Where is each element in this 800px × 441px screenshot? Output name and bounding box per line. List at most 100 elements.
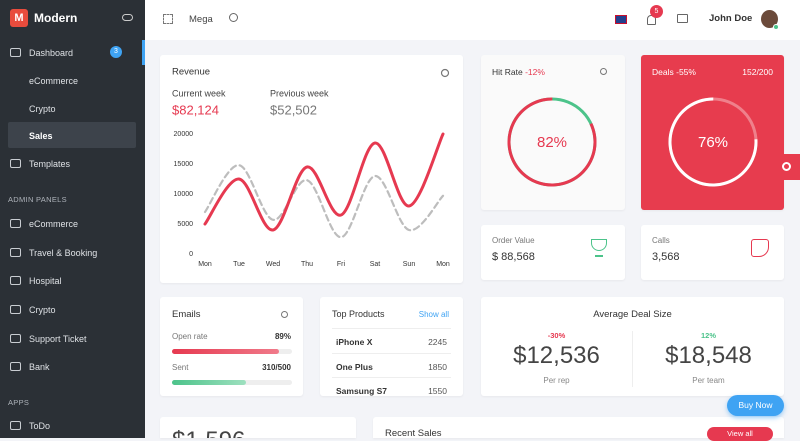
metric-value: 310/500 [262,363,291,372]
line-series [203,164,445,239]
menu-icon [10,334,21,343]
card-title: Deals -55% [652,67,696,77]
status-dot [773,24,779,30]
submenu-item[interactable]: Sales [29,131,53,141]
product-count: 2245 [428,337,447,347]
menu-item[interactable]: Bank [29,362,50,372]
toggle-icon[interactable] [122,14,133,21]
menu-badge: 3 [110,46,122,58]
hit-rate-card: Hit Rate -12% 82% [481,55,625,210]
menu-item[interactable]: Crypto [29,305,56,315]
gauge-arc [507,97,597,187]
card-title: Top Products [332,309,385,319]
menu-icon [10,248,21,257]
top-products-card: Top Products Show all iPhone X 2245 One P… [320,297,463,396]
fullscreen-icon[interactable] [163,14,173,24]
progress-track [172,349,292,354]
phone-icon [751,239,769,257]
progress-track [172,380,292,385]
refresh-icon[interactable] [600,68,607,75]
progress-bar [172,380,247,385]
calls-card: Calls 3,568 [641,225,784,280]
menu-item[interactable]: eCommerce [29,219,79,229]
metric-label: Sent [172,363,189,372]
table-row: Samsung S7 1550 [332,377,451,401]
y-tick-label: 15000 [174,161,194,168]
show-all-link[interactable]: Show all [418,310,449,319]
submenu-item[interactable]: Crypto [29,104,56,114]
y-tick-label: 5000 [177,221,193,228]
refresh-icon[interactable] [440,68,450,78]
flag-icon[interactable] [615,15,627,24]
card-title: Order Value [492,236,535,245]
title-text: Hit Rate [492,67,523,77]
y-tick-label: 10000 [174,191,194,198]
mega-menu[interactable]: Mega [189,14,213,25]
change: -30% [547,331,566,340]
product-name: One Plus [336,362,373,372]
x-tick-label: Fri [337,261,346,268]
card-title: Recent Sales [385,428,442,439]
card-title: Hit Rate -12% [492,67,545,77]
menu-item[interactable]: Travel & Booking [29,248,98,258]
trophy-base [595,255,603,257]
active-item-bg [8,122,136,148]
section-title: APPS [8,398,30,407]
current-total: $82,124 [172,102,219,117]
search-icon[interactable] [229,13,238,22]
table-row: iPhone X 2245 [332,328,451,352]
deals-card: Deals -55% 152/200 76% [641,55,784,210]
gauge-label: 82% [537,134,567,151]
sidebar: M Modern Dashboard 3 eCommerce Crypto Sa… [0,0,145,438]
menu-icon [10,362,21,371]
gear-icon [782,162,791,171]
product-count: 1550 [428,386,447,396]
submenu-item[interactable]: eCommerce [29,76,79,86]
menu-icon [10,276,21,285]
change: -55% [676,67,696,77]
order-value-card: Order Value $ 88,568 [481,225,625,280]
logo: M [10,9,28,27]
menu-item[interactable]: Hospital [29,276,62,286]
recent-sales-card: Recent Sales View all [373,417,784,441]
x-tick-label: Tue [233,261,245,268]
metric-value: 89% [274,332,291,341]
menu-item[interactable]: Templates [29,159,71,169]
y-tick-label: 0 [189,251,193,258]
menu-item[interactable]: Support Ticket [29,334,87,344]
change: 12% [700,331,716,340]
table-row: One Plus 1850 [332,353,451,377]
menu-item[interactable]: Dashboard [29,48,74,58]
gauge: 76% [668,97,758,187]
menu-icon [10,48,21,57]
trophy-icon [591,239,607,251]
gauge: 82% [507,97,597,187]
revenue-chart: Revenue Current week $82,124 Previous we… [172,67,450,268]
mail-icon[interactable] [677,14,688,23]
x-tick-label: Sun [403,261,416,268]
settings-tab[interactable] [773,154,800,180]
emails-card: Emails Open rate 89% Sent 310/500 [160,297,303,396]
view-all-button[interactable]: View all [707,427,773,441]
product-count: 1850 [428,362,447,372]
legend-label: Previous week [270,88,329,98]
brand: Modern [34,11,78,25]
bottom-card: $1,596 [160,417,356,438]
card-value: 3,568 [652,251,680,263]
menu-icon [10,159,21,168]
buy-now-button[interactable]: Buy Now [727,395,784,416]
active-indicator [142,40,145,65]
menu-icon [10,305,21,314]
topbar: Mega 5 John Doe [145,0,800,40]
menu-item[interactable]: ToDo [29,421,51,431]
notification-badge: 5 [650,5,663,18]
user-name[interactable]: John Doe [709,13,753,24]
change: -12% [525,67,545,77]
menu-icon [10,421,21,430]
card-title: Revenue [172,67,210,78]
refresh-icon[interactable] [281,311,288,318]
menu-icon [10,219,21,228]
avatar[interactable] [761,10,778,28]
title-text: Deals [652,67,674,77]
